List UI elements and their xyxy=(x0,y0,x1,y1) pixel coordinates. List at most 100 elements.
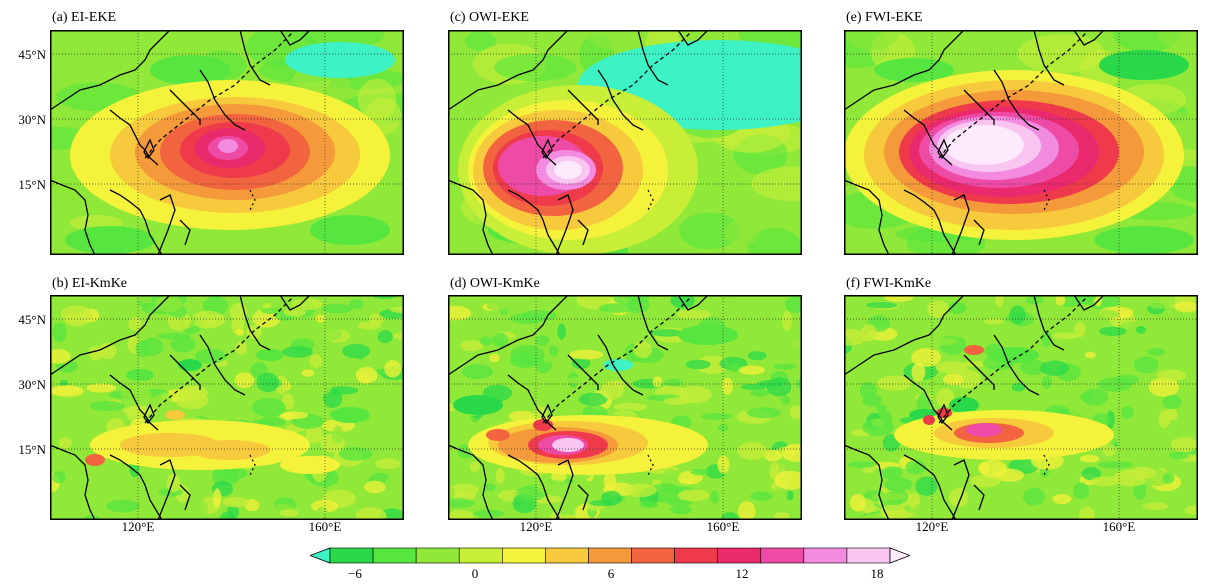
field-speckle xyxy=(211,332,240,347)
coastline xyxy=(448,295,569,376)
field-contour xyxy=(150,55,230,85)
field-speckle xyxy=(786,334,802,352)
field-speckle xyxy=(384,360,402,378)
lon-label-160e-col2: 160°E xyxy=(706,519,740,534)
field-speckle xyxy=(362,198,404,216)
field-speckle xyxy=(349,299,364,310)
panel-a-title: (a) EI-EKE xyxy=(52,10,117,25)
coastline xyxy=(50,444,96,520)
field-speckle xyxy=(663,397,692,405)
field-contour xyxy=(603,359,633,371)
field-speckle xyxy=(377,330,393,344)
panel-b-title: (b) EI-KmKe xyxy=(52,276,128,291)
field-speckle xyxy=(947,301,967,315)
field-speckle xyxy=(879,504,906,517)
coastline xyxy=(637,30,669,86)
field-speckle xyxy=(202,295,229,316)
field-speckle xyxy=(469,461,480,473)
field-speckle xyxy=(60,305,93,324)
field-speckle xyxy=(845,30,901,51)
map-frame xyxy=(448,295,802,520)
field-speckle xyxy=(1162,473,1175,484)
field-layer xyxy=(50,30,404,255)
field-speckle xyxy=(448,510,474,520)
lon-label-160e-col3: 160°E xyxy=(1102,519,1136,534)
field-speckle xyxy=(1148,377,1179,397)
field-speckle xyxy=(58,437,72,449)
coastline xyxy=(199,334,246,396)
field-speckle xyxy=(1055,295,1066,306)
coastline xyxy=(677,30,709,46)
field-speckle xyxy=(213,488,222,508)
lat-label-15n-bottom: 15°N xyxy=(18,442,46,457)
field-speckle xyxy=(862,394,883,407)
field-speckle xyxy=(260,307,283,315)
coastline xyxy=(109,454,163,520)
panel-f-title: (f) FWI-KmKe xyxy=(846,276,932,291)
field-contour xyxy=(285,42,395,78)
field-speckle xyxy=(392,332,404,340)
colorbar-segment xyxy=(502,547,546,564)
dashed-boundary xyxy=(144,295,296,424)
coastline xyxy=(973,219,985,246)
panel-d-title: (d) OWI-KmKe xyxy=(450,276,540,291)
field-speckle xyxy=(251,398,287,418)
coastline xyxy=(677,295,709,311)
dashed-boundary xyxy=(144,30,296,159)
field-speckle xyxy=(1142,502,1169,510)
colorbar-extend-max xyxy=(889,547,910,564)
field-contour xyxy=(256,349,284,361)
field-speckle xyxy=(495,467,505,485)
field-speckle xyxy=(717,455,730,474)
coastline xyxy=(597,334,644,396)
coastline xyxy=(844,179,890,255)
field-speckle xyxy=(263,302,272,309)
field-speckle xyxy=(375,427,385,442)
field-contour xyxy=(453,395,503,415)
field-speckle xyxy=(773,363,796,370)
field-speckle xyxy=(1080,454,1100,463)
field-speckle xyxy=(551,472,567,483)
coastline xyxy=(541,403,553,425)
field-speckle xyxy=(448,232,475,255)
field-speckle xyxy=(970,474,1001,488)
coastline xyxy=(448,179,494,255)
coastline xyxy=(143,138,155,160)
field-speckle xyxy=(929,337,958,346)
field-speckle xyxy=(338,447,373,461)
coastline xyxy=(903,454,957,520)
field-speckle xyxy=(50,385,84,397)
field-speckle xyxy=(782,310,793,331)
field-speckle xyxy=(764,449,783,462)
field-speckle xyxy=(948,326,973,338)
field-speckle xyxy=(871,493,905,501)
field-speckle xyxy=(720,512,740,520)
field-contour xyxy=(178,359,202,371)
field-speckle xyxy=(1041,375,1052,390)
coastline xyxy=(507,189,561,255)
lat-label-45n-bottom: 45°N xyxy=(18,312,46,327)
field-speckle xyxy=(98,342,117,360)
coastline xyxy=(157,194,176,255)
field-speckle xyxy=(663,469,680,482)
island-dots xyxy=(647,454,654,476)
field-speckle xyxy=(1168,451,1190,460)
field-speckle xyxy=(770,462,780,475)
field-speckle xyxy=(971,30,1013,52)
field-speckle xyxy=(1097,377,1132,392)
field-speckle xyxy=(1082,388,1109,406)
field-speckle xyxy=(564,376,596,385)
field-speckle xyxy=(1117,321,1146,341)
field-speckle xyxy=(844,328,867,346)
coastline xyxy=(577,219,589,246)
field-speckle xyxy=(1074,321,1086,338)
field-speckle xyxy=(710,490,720,504)
colorbar-label-6: 6 xyxy=(607,566,615,581)
field-speckle xyxy=(652,376,663,388)
dashed-boundary xyxy=(542,30,694,159)
field-speckle xyxy=(795,378,802,389)
dashed-boundary xyxy=(938,295,1090,424)
field-contour xyxy=(165,410,185,420)
field-speckle xyxy=(916,393,932,414)
field-speckle xyxy=(305,425,323,444)
